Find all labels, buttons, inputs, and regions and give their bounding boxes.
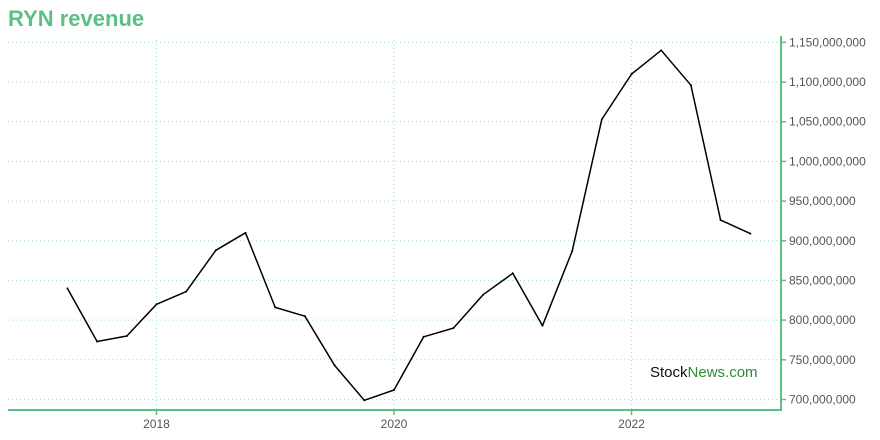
watermark: StockNews.com bbox=[650, 364, 758, 381]
watermark-news: News bbox=[687, 364, 726, 381]
data-point bbox=[155, 303, 158, 306]
data-point bbox=[244, 231, 247, 234]
series bbox=[66, 49, 752, 402]
data-point bbox=[749, 232, 752, 235]
data-point bbox=[303, 315, 306, 318]
y-tick-label: 950,000,000 bbox=[789, 194, 856, 208]
data-point bbox=[66, 287, 69, 290]
data-point bbox=[660, 49, 663, 52]
x-tick-label: 2022 bbox=[618, 417, 645, 431]
data-point bbox=[422, 335, 425, 338]
data-point bbox=[689, 84, 692, 87]
data-point bbox=[630, 73, 633, 76]
y-tick-label: 800,000,000 bbox=[789, 313, 856, 327]
axes bbox=[8, 36, 786, 415]
data-point bbox=[541, 324, 544, 327]
data-point bbox=[333, 364, 336, 367]
x-tick-labels: 2018 2020 2022 bbox=[143, 417, 645, 431]
data-point bbox=[274, 306, 277, 309]
y-tick-label: 1,000,000,000 bbox=[789, 154, 866, 168]
watermark-stock: Stock bbox=[650, 364, 688, 381]
y-tick-label: 1,100,000,000 bbox=[789, 75, 866, 89]
data-point bbox=[571, 250, 574, 253]
x-tick-label: 2020 bbox=[381, 417, 408, 431]
y-tick-labels: 700,000,000 750,000,000 800,000,000 850,000… bbox=[789, 35, 866, 406]
data-point bbox=[96, 340, 99, 343]
y-tick-label: 1,050,000,000 bbox=[789, 115, 866, 129]
y-tick-label: 1,150,000,000 bbox=[789, 35, 866, 49]
data-point bbox=[719, 219, 722, 222]
data-point bbox=[214, 249, 217, 252]
grid bbox=[8, 40, 780, 409]
data-point bbox=[452, 327, 455, 330]
data-point bbox=[482, 293, 485, 296]
y-tick-label: 850,000,000 bbox=[789, 273, 856, 287]
y-tick-label: 900,000,000 bbox=[789, 234, 856, 248]
chart-title: RYN revenue bbox=[8, 6, 145, 31]
data-point bbox=[393, 388, 395, 391]
watermark-com: .com bbox=[725, 364, 758, 381]
data-point bbox=[185, 290, 188, 293]
data-point bbox=[600, 118, 603, 121]
x-tick-label: 2018 bbox=[143, 417, 170, 431]
series-line bbox=[66, 49, 751, 402]
data-point bbox=[125, 334, 128, 337]
y-tick-label: 750,000,000 bbox=[789, 353, 856, 367]
data-point bbox=[363, 399, 366, 402]
y-tick-label: 700,000,000 bbox=[789, 392, 856, 406]
data-point bbox=[511, 272, 514, 275]
